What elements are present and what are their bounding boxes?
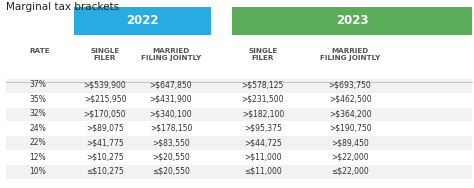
Text: >$170,050: >$170,050 <box>84 109 127 118</box>
Text: >$89,450: >$89,450 <box>331 138 369 147</box>
Text: Marginal tax brackets: Marginal tax brackets <box>6 2 119 12</box>
Text: >$11,000: >$11,000 <box>244 152 282 161</box>
Text: >$693,750: >$693,750 <box>328 80 372 89</box>
Text: 12%: 12% <box>30 152 46 161</box>
Text: >$340,100: >$340,100 <box>150 109 192 118</box>
Text: >$22,000: >$22,000 <box>331 152 369 161</box>
Text: >$178,150: >$178,150 <box>150 124 192 133</box>
Text: >$539,900: >$539,900 <box>84 80 127 89</box>
Text: >$89,075: >$89,075 <box>86 124 124 133</box>
Text: >$95,375: >$95,375 <box>244 124 282 133</box>
Text: RATE: RATE <box>30 48 50 54</box>
Text: >$44,725: >$44,725 <box>244 138 282 147</box>
Text: 22%: 22% <box>30 138 46 147</box>
Text: MARRIED
FILING JOINTLY: MARRIED FILING JOINTLY <box>141 48 201 61</box>
Text: >$231,500: >$231,500 <box>242 95 284 104</box>
Text: ≤$11,000: ≤$11,000 <box>244 167 282 176</box>
Text: MARRIED
FILING JOINTLY: MARRIED FILING JOINTLY <box>320 48 380 61</box>
FancyBboxPatch shape <box>74 7 211 35</box>
Text: 32%: 32% <box>30 109 46 118</box>
Text: >$364,200: >$364,200 <box>329 109 372 118</box>
Text: 10%: 10% <box>30 167 46 176</box>
Text: >$431,900: >$431,900 <box>150 95 192 104</box>
FancyBboxPatch shape <box>6 165 472 179</box>
Text: >$190,750: >$190,750 <box>329 124 372 133</box>
FancyBboxPatch shape <box>6 108 472 121</box>
FancyBboxPatch shape <box>6 79 472 92</box>
Text: ≤$10,275: ≤$10,275 <box>86 167 124 176</box>
Text: 35%: 35% <box>30 95 46 104</box>
Text: >$215,950: >$215,950 <box>84 95 126 104</box>
Text: >$41,775: >$41,775 <box>86 138 124 147</box>
Text: >$578,125: >$578,125 <box>242 80 284 89</box>
Text: >$20,550: >$20,550 <box>152 152 190 161</box>
Text: 24%: 24% <box>30 124 46 133</box>
Text: 37%: 37% <box>30 80 46 89</box>
Text: ≤$20,550: ≤$20,550 <box>152 167 190 176</box>
FancyBboxPatch shape <box>232 7 472 35</box>
Text: 2023: 2023 <box>336 14 368 27</box>
Text: >$182,100: >$182,100 <box>242 109 284 118</box>
Text: >$462,500: >$462,500 <box>329 95 372 104</box>
Text: SINGLE
FILER: SINGLE FILER <box>91 48 119 61</box>
Text: >$10,275: >$10,275 <box>86 152 124 161</box>
Text: >$647,850: >$647,850 <box>150 80 192 89</box>
Text: ≤$22,000: ≤$22,000 <box>331 167 369 176</box>
Text: SINGLE
FILER: SINGLE FILER <box>248 48 278 61</box>
Text: 2022: 2022 <box>127 14 159 27</box>
Text: >$83,550: >$83,550 <box>152 138 190 147</box>
FancyBboxPatch shape <box>6 136 472 150</box>
